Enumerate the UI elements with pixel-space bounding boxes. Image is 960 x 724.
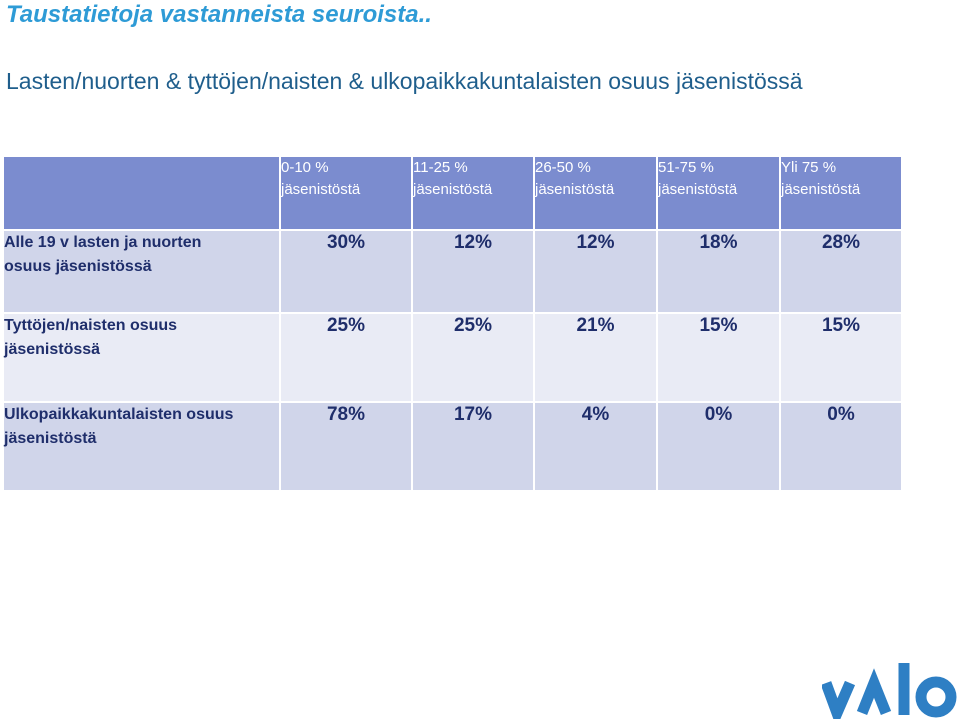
table-cell: 4% (534, 402, 658, 492)
column-header-0-10: 0-10 % jäsenistöstä (280, 157, 413, 231)
column-header-over-75: Yli 75 % jäsenistöstä (780, 157, 903, 231)
table-cell: 0% (780, 402, 903, 492)
row-label-non-local: Ulkopaikkakuntalaisten osuus jäsenistöst… (4, 402, 281, 492)
table-cell: 78% (280, 402, 413, 492)
table-cell: 15% (657, 313, 781, 403)
membership-table: 0-10 % jäsenistöstä 11-25 % jäsenistöstä… (4, 157, 903, 492)
page-title: Taustatietoja vastanneista seuroista.. (6, 1, 432, 28)
page-subtitle: Lasten/nuorten & tyttöjen/naisten & ulko… (6, 68, 803, 94)
table-cell: 15% (780, 313, 903, 403)
table-cell: 30% (280, 230, 413, 314)
column-header-11-25: 11-25 % jäsenistöstä (412, 157, 535, 231)
column-header-26-50: 26-50 % jäsenistöstä (534, 157, 658, 231)
table-row-youth: Alle 19 v lasten ja nuorten osuus jäseni… (4, 230, 903, 314)
table-cell: 25% (280, 313, 413, 403)
table-corner-cell (4, 157, 281, 231)
table-row-girls-women: Tyttöjen/naisten osuus jäsenistössä 25% … (4, 313, 903, 403)
row-label-girls-women: Tyttöjen/naisten osuus jäsenistössä (4, 313, 281, 403)
table-cell: 12% (412, 230, 535, 314)
table-cell: 12% (534, 230, 658, 314)
table-row-non-local: Ulkopaikkakuntalaisten osuus jäsenistöst… (4, 402, 903, 492)
table-cell: 17% (412, 402, 535, 492)
table-cell: 28% (780, 230, 903, 314)
valo-logo-icon (820, 661, 958, 724)
table-cell: 21% (534, 313, 658, 403)
table-cell: 18% (657, 230, 781, 314)
table-header-row: 0-10 % jäsenistöstä 11-25 % jäsenistöstä… (4, 157, 903, 231)
row-label-youth: Alle 19 v lasten ja nuorten osuus jäseni… (4, 230, 281, 314)
column-header-51-75: 51-75 % jäsenistöstä (657, 157, 781, 231)
table-cell: 25% (412, 313, 535, 403)
table-cell: 0% (657, 402, 781, 492)
